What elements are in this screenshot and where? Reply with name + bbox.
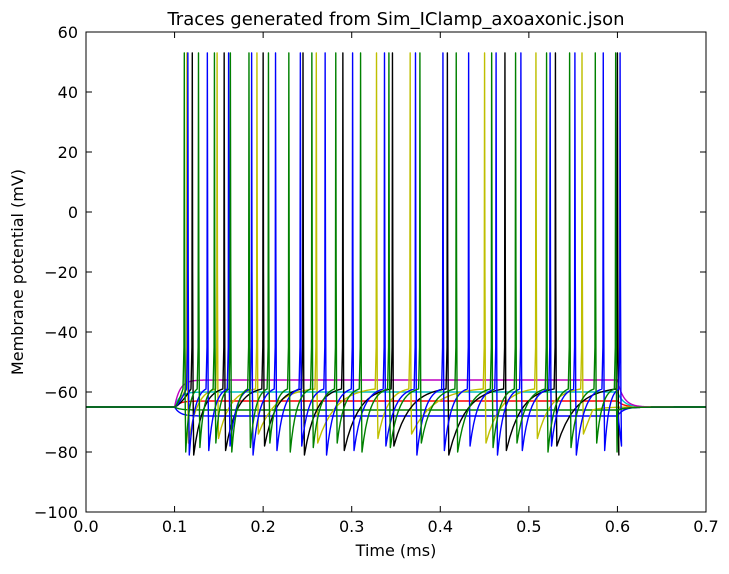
y-tick-label: −20 (44, 263, 78, 282)
x-tick-label: 0.3 (339, 517, 364, 536)
y-tick-label: 20 (58, 143, 78, 162)
y-axis-label: Membrane potential (mV) (8, 169, 27, 375)
y-tick-label: −80 (44, 443, 78, 462)
y-tick-label: 60 (58, 23, 78, 42)
y-axis: 60 40 20 0 −20 −40 −60 −80 −100 (34, 23, 706, 522)
x-tick-label: 0.2 (250, 517, 275, 536)
x-tick-label: 0.1 (162, 517, 187, 536)
y-tick-label: 40 (58, 83, 78, 102)
x-tick-label: 0.5 (516, 517, 541, 536)
x-tick-label: 0.0 (73, 517, 98, 536)
x-axis-label: Time (ms) (355, 541, 437, 560)
y-tick-label: −60 (44, 383, 78, 402)
trace-series-9 (86, 52, 706, 453)
y-tick-label: −40 (44, 323, 78, 342)
chart-title: Traces generated from Sim_IClamp_axoaxon… (166, 9, 624, 30)
y-tick-label: −100 (34, 503, 78, 522)
x-tick-label: 0.6 (605, 517, 630, 536)
x-tick-label: 0.7 (693, 517, 718, 536)
x-axis: 0.0 0.1 0.2 0.3 0.4 0.5 0.6 0.7 (73, 32, 719, 536)
traces-layer (86, 52, 706, 456)
x-tick-label: 0.4 (428, 517, 453, 536)
y-tick-label: 0 (68, 203, 78, 222)
